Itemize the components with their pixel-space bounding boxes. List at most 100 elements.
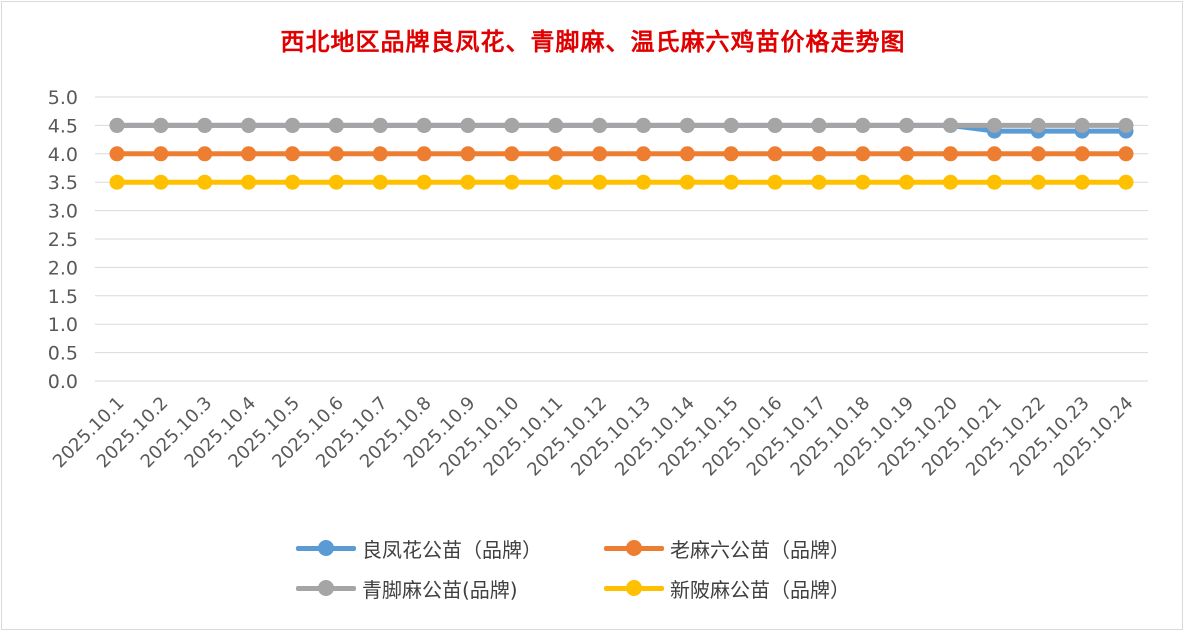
data-point[interactable] [197, 146, 213, 162]
data-point[interactable] [109, 117, 125, 133]
series-3 [109, 174, 1134, 190]
data-point[interactable] [767, 174, 783, 190]
data-point[interactable] [899, 117, 915, 133]
data-point[interactable] [592, 174, 608, 190]
data-point[interactable] [811, 117, 827, 133]
legend-item-liangfenghua[interactable]: 良凤花公苗（品牌） [296, 533, 542, 563]
data-point[interactable] [548, 117, 564, 133]
data-point[interactable] [1030, 117, 1046, 133]
data-point[interactable] [679, 146, 695, 162]
data-point[interactable] [723, 146, 739, 162]
data-point[interactable] [153, 117, 169, 133]
data-point[interactable] [1118, 117, 1134, 133]
data-point[interactable] [811, 174, 827, 190]
data-point[interactable] [460, 174, 476, 190]
data-point[interactable] [986, 117, 1002, 133]
legend-label: 良凤花公苗（品牌） [362, 537, 542, 562]
data-point[interactable] [943, 117, 959, 133]
data-point[interactable] [592, 146, 608, 162]
legend-label: 青脚麻公苗(品牌) [362, 577, 518, 602]
y-tick-label: 4.0 [48, 144, 78, 166]
data-point[interactable] [811, 146, 827, 162]
legend-item-laomaliu[interactable]: 老麻六公苗（品牌） [604, 533, 850, 563]
data-point[interactable] [416, 117, 432, 133]
series-2 [109, 117, 1134, 133]
data-point[interactable] [899, 146, 915, 162]
data-point[interactable] [855, 174, 871, 190]
data-point[interactable] [723, 117, 739, 133]
data-point[interactable] [372, 174, 388, 190]
series-0 [109, 117, 1134, 139]
data-point[interactable] [767, 146, 783, 162]
data-point[interactable] [197, 174, 213, 190]
data-point[interactable] [241, 146, 257, 162]
data-point[interactable] [635, 146, 651, 162]
legend-label: 新陂麻公苗（品牌） [670, 577, 850, 602]
y-tick-label: 1.0 [48, 314, 78, 336]
data-point[interactable] [197, 117, 213, 133]
legend-swatch [296, 533, 356, 563]
data-point[interactable] [416, 174, 432, 190]
data-point[interactable] [328, 146, 344, 162]
series-lines [109, 117, 1134, 190]
data-point[interactable] [723, 174, 739, 190]
data-point[interactable] [1030, 146, 1046, 162]
data-point[interactable] [153, 174, 169, 190]
data-point[interactable] [855, 117, 871, 133]
y-tick-label: 4.5 [48, 115, 78, 137]
data-point[interactable] [109, 174, 125, 190]
legend-swatch [604, 573, 664, 603]
y-tick-label: 2.0 [48, 257, 78, 279]
data-point[interactable] [548, 146, 564, 162]
y-tick-label: 2.5 [48, 229, 78, 251]
data-point[interactable] [241, 174, 257, 190]
data-point[interactable] [153, 146, 169, 162]
data-point[interactable] [504, 117, 520, 133]
legend-item-qingjiaoma[interactable]: 青脚麻公苗(品牌) [296, 573, 518, 603]
chart-title: 西北地区品牌良凤花、青脚麻、温氏麻六鸡苗价格走势图 [280, 27, 906, 56]
data-point[interactable] [328, 174, 344, 190]
data-point[interactable] [372, 117, 388, 133]
data-point[interactable] [943, 146, 959, 162]
data-point[interactable] [986, 174, 1002, 190]
data-point[interactable] [1074, 146, 1090, 162]
data-point[interactable] [592, 117, 608, 133]
y-tick-label: 3.5 [48, 172, 78, 194]
data-point[interactable] [504, 174, 520, 190]
gridlines [95, 96, 1148, 382]
data-point[interactable] [372, 146, 388, 162]
data-point[interactable] [284, 117, 300, 133]
data-point[interactable] [241, 117, 257, 133]
data-point[interactable] [1118, 146, 1134, 162]
y-tick-label: 5.0 [48, 87, 78, 109]
x-axis-ticks: 2025.10.12025.10.22025.10.32025.10.42025… [49, 393, 1138, 481]
data-point[interactable] [1118, 174, 1134, 190]
data-point[interactable] [460, 117, 476, 133]
data-point[interactable] [767, 117, 783, 133]
data-point[interactable] [328, 117, 344, 133]
legend-item-xinpima[interactable]: 新陂麻公苗（品牌） [604, 573, 850, 603]
data-point[interactable] [679, 174, 695, 190]
data-point[interactable] [460, 146, 476, 162]
data-point[interactable] [855, 146, 871, 162]
data-point[interactable] [1074, 174, 1090, 190]
data-point[interactable] [284, 174, 300, 190]
y-tick-label: 1.5 [48, 286, 78, 308]
data-point[interactable] [416, 146, 432, 162]
data-point[interactable] [1074, 117, 1090, 133]
data-point[interactable] [504, 146, 520, 162]
legend-swatch [296, 573, 356, 603]
data-point[interactable] [109, 146, 125, 162]
data-point[interactable] [943, 174, 959, 190]
data-point[interactable] [548, 174, 564, 190]
data-point[interactable] [986, 146, 1002, 162]
data-point[interactable] [1030, 174, 1046, 190]
data-point[interactable] [635, 117, 651, 133]
data-point[interactable] [284, 146, 300, 162]
legend-swatch [604, 533, 664, 563]
legend-label: 老麻六公苗（品牌） [670, 537, 850, 562]
data-point[interactable] [899, 174, 915, 190]
data-point[interactable] [679, 117, 695, 133]
data-point[interactable] [635, 174, 651, 190]
